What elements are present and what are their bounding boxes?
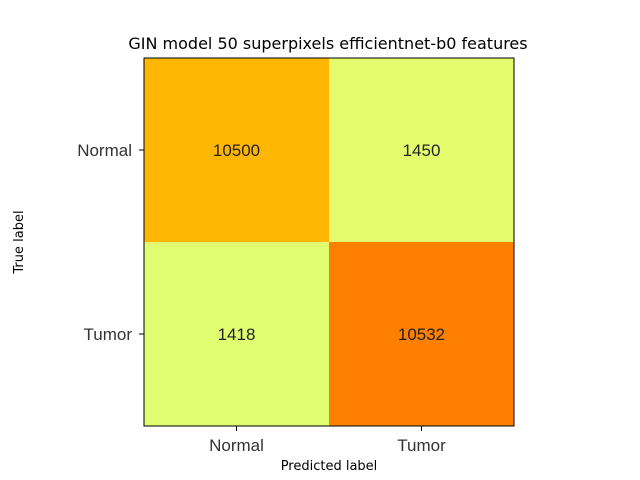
- x-tick-label: Tumor: [397, 436, 446, 455]
- cell-value-label: 10500: [213, 141, 260, 160]
- heatmap-cell: [144, 58, 329, 242]
- cell-value-label: 1450: [403, 141, 441, 160]
- x-axis-label: Predicted label: [281, 459, 378, 474]
- heatmap-cells: 10500 1450 1418 10532: [144, 58, 514, 426]
- axis-ticks: Normal Tumor Normal Tumor: [77, 141, 446, 455]
- cell-value-label: 1418: [218, 325, 256, 344]
- y-axis-label: True label: [12, 210, 27, 274]
- y-tick-label: Tumor: [84, 325, 133, 344]
- heatmap-cell: [329, 242, 514, 426]
- y-tick-label: Normal: [77, 141, 132, 160]
- plot-frame: [143, 57, 515, 427]
- heatmap-cell: [144, 242, 329, 426]
- cell-value-label: 10532: [398, 325, 445, 344]
- heatmap-cell: [329, 58, 514, 242]
- chart-title: GIN model 50 superpixels efficientnet-b0…: [128, 34, 527, 53]
- x-tick-label: Normal: [209, 436, 264, 455]
